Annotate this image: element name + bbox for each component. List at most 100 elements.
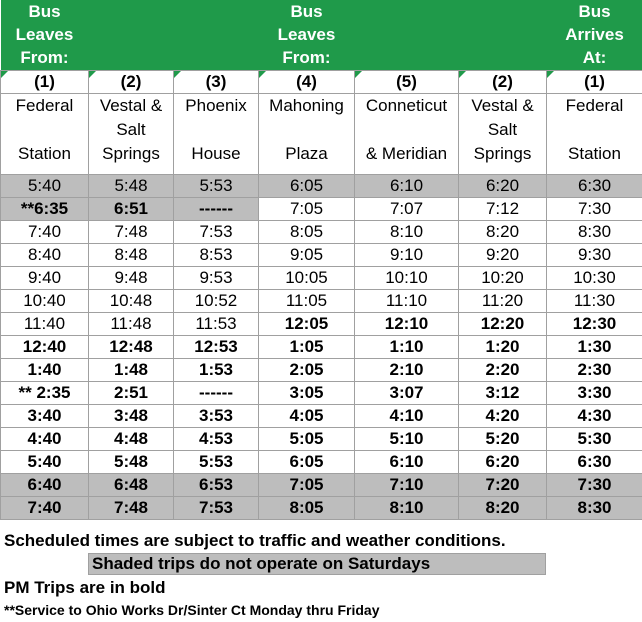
- stop-name-line: & Meridian: [365, 144, 448, 163]
- trip-time: 7:30: [546, 473, 642, 497]
- stop-name: Phoenix House: [173, 93, 259, 175]
- trip-time: 6:30: [546, 174, 642, 198]
- stop-name-line: Federal: [15, 96, 74, 115]
- stop-name-line: Station: [568, 144, 621, 163]
- header-row: Bus Leaves From: Bus Leaves From: Bus Arrives…: [0, 0, 642, 71]
- trip-time: 1:20: [458, 335, 547, 359]
- trip-time: 5:05: [258, 427, 355, 451]
- cell-marker: [259, 71, 266, 78]
- stop-name-line: Salt: [487, 120, 518, 139]
- stop-name: Mahoning Plaza: [258, 93, 355, 175]
- stop-number: (2): [458, 70, 547, 94]
- trip-time: 5:48: [88, 174, 174, 198]
- trip-time: **6:35: [0, 197, 89, 221]
- note-saturday-row: Shaded trips do not operate on Saturdays: [0, 553, 642, 575]
- trip-time: 10:52: [173, 289, 259, 313]
- trip-row: 1:40 1:48 1:53 2:05 2:10 2:20 2:30: [0, 358, 642, 382]
- header-blank: [458, 0, 547, 71]
- stop-number-text: (2): [120, 72, 142, 91]
- header-midpoint: Bus Leaves From:: [258, 0, 355, 71]
- trip-time: 2:05: [258, 358, 355, 382]
- trip-time: 1:30: [546, 335, 642, 359]
- trip-time: 8:30: [546, 496, 642, 520]
- trip-time: 12:53: [173, 335, 259, 359]
- trip-time: 10:05: [258, 266, 355, 290]
- stop-number-text: (1): [584, 72, 605, 91]
- trip-time: 10:40: [0, 289, 89, 313]
- trip-time: 6:10: [354, 450, 459, 474]
- stop-name-line: Salt: [116, 120, 146, 139]
- cell-marker: [459, 71, 466, 78]
- trip-time: 2:30: [546, 358, 642, 382]
- trip-time: 3:07: [354, 381, 459, 405]
- trip-time: 12:30: [546, 312, 642, 336]
- trip-time: 2:10: [354, 358, 459, 382]
- trip-time: 5:20: [458, 427, 547, 451]
- trip-time: 6:53: [173, 473, 259, 497]
- stop-name-line: Springs: [102, 144, 160, 163]
- note-service: **Service to Ohio Works Dr/Sinter Ct Mon…: [4, 602, 380, 618]
- trip-row: 6:40 6:48 6:53 7:05 7:10 7:20 7:30: [0, 473, 642, 497]
- trip-time: 11:05: [258, 289, 355, 313]
- trip-time: 8:48: [88, 243, 174, 267]
- trip-time: 9:30: [546, 243, 642, 267]
- trip-time: 4:53: [173, 427, 259, 451]
- trip-time: 11:48: [88, 312, 174, 336]
- timetable: Bus Leaves From: Bus Leaves From: Bus Arrives…: [0, 0, 642, 520]
- cell-marker: [89, 71, 96, 78]
- header-blank: [354, 0, 459, 71]
- trip-time: 6:48: [88, 473, 174, 497]
- trip-time: 1:40: [0, 358, 89, 382]
- stop-number-row: (1) (2) (3) (4) (5) (2) (1): [0, 70, 642, 94]
- trip-time: 6:10: [354, 174, 459, 198]
- shade-legend-swatch: [88, 553, 546, 575]
- trip-row: **6:35 6:51 ------ 7:05 7:07 7:12 7:30: [0, 197, 642, 221]
- trip-time: 8:10: [354, 220, 459, 244]
- trip-row: 5:40 5:48 5:53 6:05 6:10 6:20 6:30: [0, 450, 642, 474]
- trip-time: 9:48: [88, 266, 174, 290]
- trip-row: ** 2:35 2:51 ------ 3:05 3:07 3:12 3:30: [0, 381, 642, 405]
- trip-time: 8:30: [546, 220, 642, 244]
- trip-time: 8:10: [354, 496, 459, 520]
- trip-time: 5:48: [88, 450, 174, 474]
- trip-time: 8:53: [173, 243, 259, 267]
- trip-time: 7:12: [458, 197, 547, 221]
- trip-time: 5:10: [354, 427, 459, 451]
- trip-row: 9:40 9:48 9:53 10:05 10:10 10:20 10:30: [0, 266, 642, 290]
- stop-number: (5): [354, 70, 459, 94]
- stop-name-line: Station: [18, 144, 71, 163]
- trip-row: 8:40 8:48 8:53 9:05 9:10 9:20 9:30: [0, 243, 642, 267]
- trip-time: 12:10: [354, 312, 459, 336]
- trip-time: 6:51: [88, 197, 174, 221]
- trip-time: 1:05: [258, 335, 355, 359]
- trip-time: 8:40: [0, 243, 89, 267]
- trip-time: 7:53: [173, 496, 259, 520]
- stop-name-line: House: [191, 144, 241, 163]
- trip-time: 12:05: [258, 312, 355, 336]
- trip-time: 8:05: [258, 496, 355, 520]
- header-blank: [88, 0, 174, 71]
- trip-time: 4:20: [458, 404, 547, 428]
- stop-name-line: [260, 118, 354, 142]
- stop-name: Vestal & Salt Springs: [458, 93, 547, 175]
- trip-time: 4:40: [0, 427, 89, 451]
- trip-time: 7:48: [88, 220, 174, 244]
- trip-time: 10:48: [88, 289, 174, 313]
- stop-number: (4): [258, 70, 355, 94]
- trip-time: 1:10: [354, 335, 459, 359]
- stop-name-line: Mahoning: [269, 96, 344, 115]
- note-pm-trips: PM Trips are in bold: [4, 578, 166, 597]
- trip-time: 3:48: [88, 404, 174, 428]
- stop-name-line: Plaza: [285, 144, 328, 163]
- trip-time: 12:40: [0, 335, 89, 359]
- stop-number: (1): [546, 70, 642, 94]
- trip-time: 4:30: [546, 404, 642, 428]
- cell-marker: [174, 71, 181, 78]
- trip-time: 11:20: [458, 289, 547, 313]
- trip-time: 7:10: [354, 473, 459, 497]
- trip-time: 10:30: [546, 266, 642, 290]
- trip-time: 6:20: [458, 174, 547, 198]
- trip-time: 6:30: [546, 450, 642, 474]
- trip-time: 9:10: [354, 243, 459, 267]
- trip-time: 8:20: [458, 220, 547, 244]
